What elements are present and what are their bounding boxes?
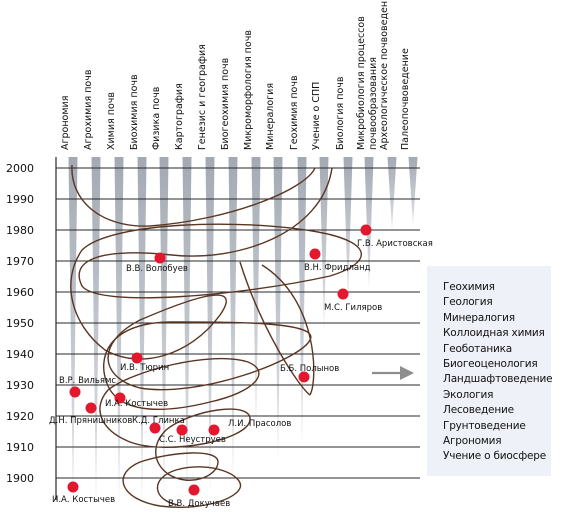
spiral-body: [70, 167, 362, 508]
scientist-marker: [188, 484, 200, 496]
discipline-label: Палеопочвоведение: [400, 48, 411, 150]
related-science-item: Минералогия: [443, 311, 515, 324]
scientist-name: В.В. Докучаев: [168, 499, 230, 509]
discipline-label: Агрохимия почв: [83, 69, 94, 150]
related-science-item: Геохимия: [443, 281, 495, 293]
scientist-name: Л.И. Прасолов: [228, 419, 291, 429]
discipline-label: Геохимия почв: [289, 75, 300, 150]
discipline-band: [205, 157, 215, 495]
scientist-marker: [85, 402, 97, 414]
discipline-label: Биохимия почв: [129, 74, 140, 150]
year-label: 2000: [6, 162, 34, 175]
scientist-name: Б.Б. Полынов: [280, 364, 339, 374]
scientist-marker: [337, 288, 349, 300]
discipline-label: Микробиология процессов: [356, 16, 367, 150]
scientist-marker: [298, 371, 310, 383]
discipline-label: Археологическое почвоведение: [379, 0, 390, 150]
discipline-band: [343, 157, 353, 300]
discipline-label: Картография: [174, 83, 185, 150]
year-label: 1940: [6, 348, 34, 361]
year-label: 1900: [6, 472, 34, 485]
discipline-band: [387, 157, 397, 230]
discipline-band: [408, 157, 418, 225]
year-label: 1990: [6, 193, 34, 206]
year-label: 1970: [6, 255, 34, 268]
discipline-band: [364, 157, 374, 290]
scientist-marker: [131, 352, 143, 364]
year-axis: 2000 1990 1980 1970 1960 1950 1940 1930 1920 1910…: [6, 157, 57, 500]
discipline-band: [273, 157, 283, 460]
scientist-name: И.В. Тюрин: [120, 363, 169, 373]
arrow-icon: [372, 366, 414, 380]
scientist-name: И.А. Костычев: [105, 399, 168, 409]
discipline-band: [68, 157, 78, 505]
discipline-band: [319, 157, 329, 330]
scientist-markers: [67, 224, 372, 496]
scientist-marker: [309, 248, 321, 260]
discipline-label: Учение о СПП: [311, 82, 322, 150]
discipline-band: [297, 157, 307, 445]
year-label: 1930: [6, 379, 34, 392]
discipline-label: Биология почв: [335, 76, 346, 150]
development-spiral: [70, 164, 362, 508]
year-label: 1960: [6, 286, 34, 299]
discipline-label: Генезис и география: [197, 44, 208, 150]
related-science-item: Биогеоценология: [443, 358, 538, 371]
scientist-name: В.Н. Фридланд: [304, 263, 371, 273]
scientist-name: М.С. Гиляров: [324, 303, 382, 313]
scientist-marker: [69, 386, 81, 398]
year-label: 1920: [6, 410, 34, 423]
related-science-item: Геология: [443, 296, 493, 309]
year-label: 1950: [6, 317, 34, 330]
discipline-band: [228, 157, 238, 480]
spiral-outer-curve: [71, 164, 316, 227]
discipline-band: [182, 157, 192, 500]
discipline-label: Микроморфология почв: [243, 30, 254, 150]
discipline-band: [137, 157, 147, 505]
related-science-item: Коллоидная химия: [443, 327, 545, 340]
scientist-names: Г.В. Аристовская В.В. Волобуев В.Н. Фридла…: [49, 239, 433, 509]
scientist-name: С.С. Неуструев: [159, 435, 226, 445]
scientist-marker: [360, 224, 372, 236]
spiral-inner-curve: [239, 261, 315, 396]
discipline-bands: Агрономия Агрохимия почв Химия почв Биохими…: [60, 0, 418, 505]
related-science-item: Учение о биосфере: [443, 450, 546, 463]
related-sciences-list: Геохимия Геология Минералогия Коллоидная…: [427, 266, 553, 465]
discipline-band: [159, 157, 169, 500]
discipline-label: Физика почв: [151, 86, 162, 150]
discipline-label: почвообразования: [368, 57, 379, 150]
scientist-name: К.Д. Глинка: [132, 416, 185, 426]
discipline-band: [251, 157, 261, 430]
scientist-marker: [149, 422, 161, 434]
discipline-band: [91, 157, 101, 505]
scientist-name: В.В. Волобуев: [126, 264, 188, 274]
related-science-item: Ландшафтоведение: [443, 373, 553, 386]
year-label: 1910: [6, 441, 34, 454]
scientist-name: И.А. Костычев: [52, 495, 115, 505]
related-science-item: Экология: [443, 388, 494, 401]
scientist-marker: [114, 392, 126, 404]
scientist-name: В.Р. Вильямс: [59, 376, 116, 386]
discipline-label: Минералогия: [265, 83, 276, 150]
discipline-label: Химия почв: [106, 92, 117, 150]
scientist-marker: [208, 424, 220, 436]
year-label: 1980: [6, 224, 34, 237]
discipline-label: Биогеохимия почв: [220, 57, 231, 150]
scientist-marker: [176, 424, 188, 436]
related-science-item: Грунтоведение: [443, 419, 526, 432]
scientist-name: Д.Н. Прянишников: [49, 416, 132, 426]
scientist-name: Г.В. Аристовская: [357, 239, 433, 249]
related-science-item: Лесоведение: [443, 404, 514, 417]
discipline-label: Агрономия: [60, 96, 71, 150]
scientist-marker: [154, 252, 166, 264]
related-science-item: Агрономия: [443, 435, 502, 448]
scientist-marker: [67, 481, 79, 493]
discipline-band: [114, 157, 124, 505]
related-science-item: Геоботаника: [443, 342, 513, 355]
related-sciences-panel: Геохимия Геология Минералогия Коллоидная…: [427, 266, 553, 476]
